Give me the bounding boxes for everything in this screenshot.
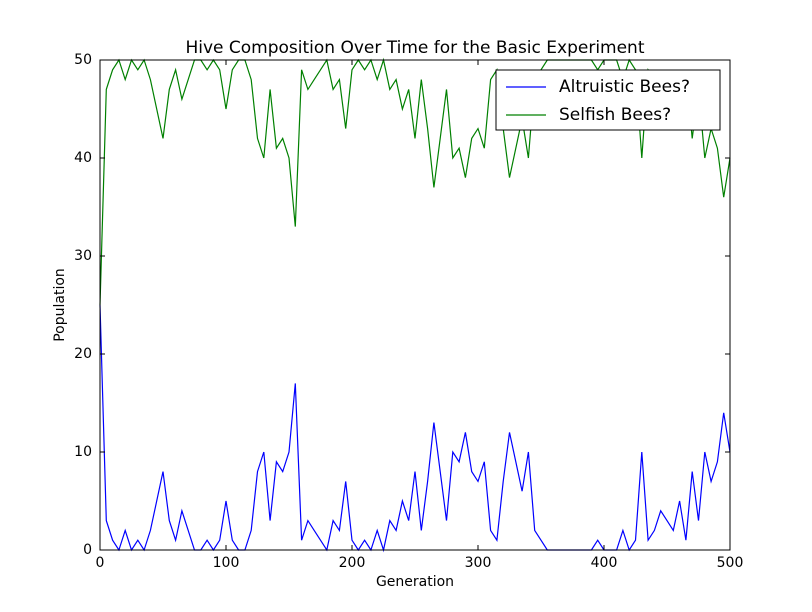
x-tick-label: 200 (339, 555, 366, 571)
y-tick-label: 30 (74, 248, 92, 264)
y-axis-label: Population (52, 268, 68, 342)
plot-frame (99, 59, 731, 551)
x-axis-label: Generation (376, 574, 454, 590)
x-tick-label: 100 (213, 555, 240, 571)
y-tick-label: 50 (74, 52, 92, 68)
y-tick-label: 20 (74, 346, 92, 362)
series-line (99, 304, 731, 553)
x-tick-label: 0 (96, 555, 105, 571)
x-tick-label: 400 (591, 555, 618, 571)
legend-label: Selfish Bees? (559, 105, 671, 125)
x-tick-label: 500 (717, 555, 744, 571)
y-tick-label: 40 (74, 150, 92, 166)
legend-label: Altruistic Bees? (559, 77, 690, 97)
chart-title: Hive Composition Over Time for the Basic… (185, 38, 644, 58)
y-tick-label: 0 (83, 542, 92, 558)
legend-box (495, 69, 721, 131)
y-tick-label: 10 (74, 444, 92, 460)
x-tick-label: 300 (465, 555, 492, 571)
